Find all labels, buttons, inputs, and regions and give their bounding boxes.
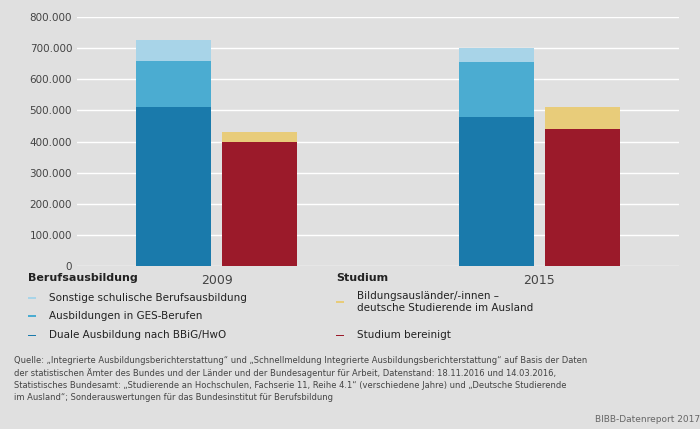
Text: Bildungsausländer/-innen –: Bildungsausländer/-innen –: [357, 291, 499, 301]
Text: Ausbildungen in GES-Berufen: Ausbildungen in GES-Berufen: [49, 311, 202, 321]
Text: deutsche Studierende im Ausland: deutsche Studierende im Ausland: [357, 303, 533, 313]
Bar: [545, 107, 620, 129]
Text: Quelle: „Integrierte Ausbildungsberichterstattung“ und „Schnellmeldung Integrier: Quelle: „Integrierte Ausbildungsberichte…: [14, 356, 587, 402]
Bar: [136, 40, 211, 60]
FancyBboxPatch shape: [28, 335, 36, 336]
FancyBboxPatch shape: [336, 301, 344, 303]
Bar: [458, 117, 534, 266]
Text: Sonstige schulische Berufsausbildung: Sonstige schulische Berufsausbildung: [49, 293, 247, 303]
Text: Duale Ausbildung nach BBiG/HwO: Duale Ausbildung nach BBiG/HwO: [49, 330, 226, 341]
Text: BIBB-Datenreport 2017: BIBB-Datenreport 2017: [595, 415, 700, 424]
Text: Studium bereinigt: Studium bereinigt: [357, 330, 451, 341]
Bar: [458, 48, 534, 62]
Bar: [136, 61, 211, 107]
Text: Berufsausbildung: Berufsausbildung: [28, 273, 138, 284]
FancyBboxPatch shape: [336, 335, 344, 336]
Bar: [222, 132, 298, 142]
Bar: [458, 62, 534, 117]
Text: Studium: Studium: [336, 273, 388, 284]
Bar: [222, 142, 298, 266]
Bar: [136, 107, 211, 266]
FancyBboxPatch shape: [28, 297, 36, 299]
Bar: [545, 129, 620, 266]
FancyBboxPatch shape: [28, 315, 36, 317]
